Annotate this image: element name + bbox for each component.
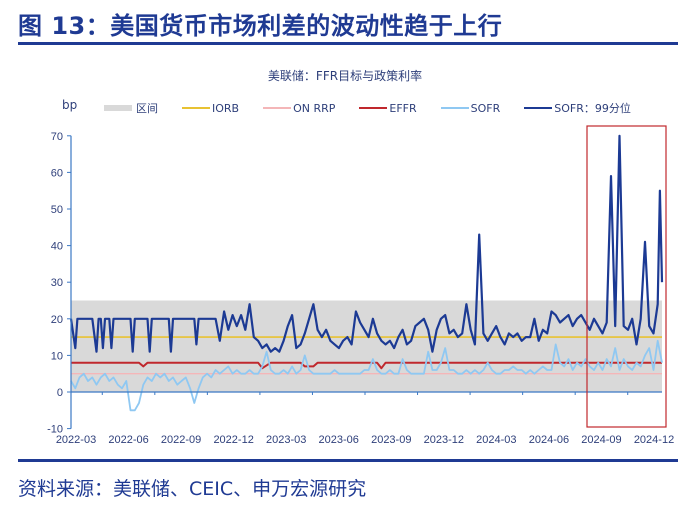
- y-axis-unit: bp: [62, 98, 78, 112]
- series-lines: [69, 134, 664, 412]
- figure-title: 图 13：美国货币市场利差的波动性趋于上行: [18, 12, 503, 40]
- y-tick-label: 10: [51, 350, 63, 362]
- highlight-box: [586, 125, 667, 428]
- x-tick-label: 2024-09: [581, 434, 621, 446]
- series-line: [71, 361, 662, 370]
- x-tick-label: 2023-12: [424, 434, 464, 446]
- y-tick-label: 50: [51, 204, 63, 216]
- x-tick-label: 2022-06: [108, 434, 148, 446]
- legend-item-band: 区间: [104, 100, 158, 116]
- legend-item-sofr: SOFR: [440, 101, 501, 115]
- legend-label: SOFR：99分位: [554, 102, 631, 115]
- y-tick-label: -10: [47, 424, 63, 436]
- legend-swatch-sofr: [440, 107, 469, 109]
- band-rect: [71, 300, 662, 392]
- legend-label: ON RRP: [293, 101, 336, 115]
- x-tick-label: 2023-09: [371, 434, 411, 446]
- source-divider: [18, 459, 678, 462]
- x-tick-label: 2022-03: [56, 434, 96, 446]
- legend-item-on-rrp: ON RRP: [263, 102, 335, 115]
- source-note: 资料来源：美联储、CEIC、申万宏源研究: [18, 478, 367, 500]
- legend-swatch-band: [104, 105, 132, 111]
- legend-swatch-iorb: [182, 107, 210, 109]
- legend-swatch-sofr-99: [524, 107, 553, 109]
- legend-swatch-on-rrp: [263, 107, 292, 109]
- x-tick-label: 2023-03: [266, 434, 306, 446]
- legend-item-iorb: IORB: [182, 102, 239, 115]
- x-tick-label: 2022-12: [213, 434, 253, 446]
- series-line: [70, 339, 663, 412]
- legend-label: SOFR: [470, 101, 501, 115]
- x-tick-label: 2024-06: [529, 434, 569, 446]
- x-tick-label: 2024-12: [634, 434, 674, 446]
- y-tick-label: 0: [57, 387, 63, 399]
- x-tick-label: 2023-06: [319, 434, 359, 446]
- legend-label: 区间: [136, 102, 158, 115]
- legend-label: EFFR: [389, 101, 417, 115]
- range-band: [71, 300, 662, 392]
- chart-legend: 区间 IORB ON RRP EFFR SOFR SOFR：99分位: [104, 100, 655, 116]
- highlight-rect: [586, 125, 667, 428]
- y-tick-label: 40: [51, 241, 63, 253]
- chart-title: 美联储：FFR目标与政策利率: [267, 69, 423, 83]
- legend-swatch-effr: [359, 107, 388, 109]
- title-divider: [18, 42, 678, 45]
- y-tick-label: 70: [51, 131, 63, 143]
- legend-item-sofr-99: SOFR：99分位: [524, 100, 631, 116]
- series-line: [69, 134, 664, 353]
- y-tick-label: 20: [51, 314, 63, 326]
- legend-label: IORB: [212, 101, 240, 115]
- x-tick-label: 2022-09: [161, 434, 201, 446]
- y-tick-label: 60: [51, 167, 63, 179]
- x-tick-label: 2024-03: [476, 434, 516, 446]
- legend-item-effr: EFFR: [359, 101, 417, 115]
- y-tick-label: 30: [51, 277, 63, 289]
